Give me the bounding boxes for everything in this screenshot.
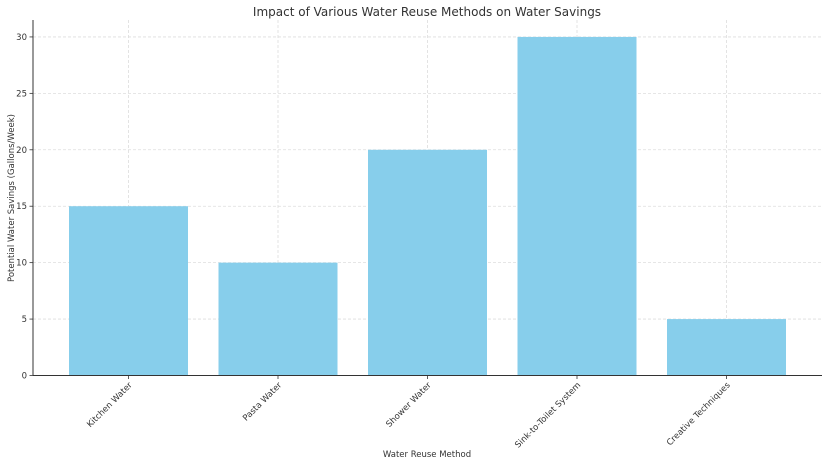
- x-tick-label: Kitchen Water: [85, 380, 135, 430]
- x-tick-label: Pasta Water: [241, 380, 284, 423]
- bar-creative-techniques: [667, 319, 786, 376]
- bars: [69, 36, 786, 376]
- y-tick-label: 15: [16, 202, 27, 212]
- y-tick-label: 10: [16, 259, 27, 269]
- chart-title: Impact of Various Water Reuse Methods on…: [253, 5, 601, 19]
- y-axis-label: Potential Water Savings (Gallons/Week): [7, 114, 17, 282]
- bar-sink-to-toilet-system: [517, 36, 637, 376]
- y-tick-label: 5: [22, 315, 27, 325]
- x-tick-label: Creative Techniques: [665, 380, 733, 448]
- y-tick-label: 25: [16, 89, 27, 99]
- bar-kitchen-water: [69, 206, 188, 376]
- bar-shower-water: [368, 149, 487, 376]
- x-axis-label: Water Reuse Method: [383, 450, 471, 460]
- x-axis-ticks: Kitchen Water Pasta Water Shower Water Sink…: [85, 375, 733, 451]
- bar-pasta-water: [218, 262, 338, 376]
- x-tick-label: Shower Water: [384, 380, 433, 429]
- y-tick-label: 0: [22, 372, 27, 382]
- y-axis-ticks: 0 5 10 15 20 25 30: [16, 33, 33, 382]
- y-tick-label: 20: [16, 146, 27, 156]
- x-tick-label: Sink-to-Toilet System: [513, 381, 583, 451]
- y-tick-label: 30: [16, 33, 27, 43]
